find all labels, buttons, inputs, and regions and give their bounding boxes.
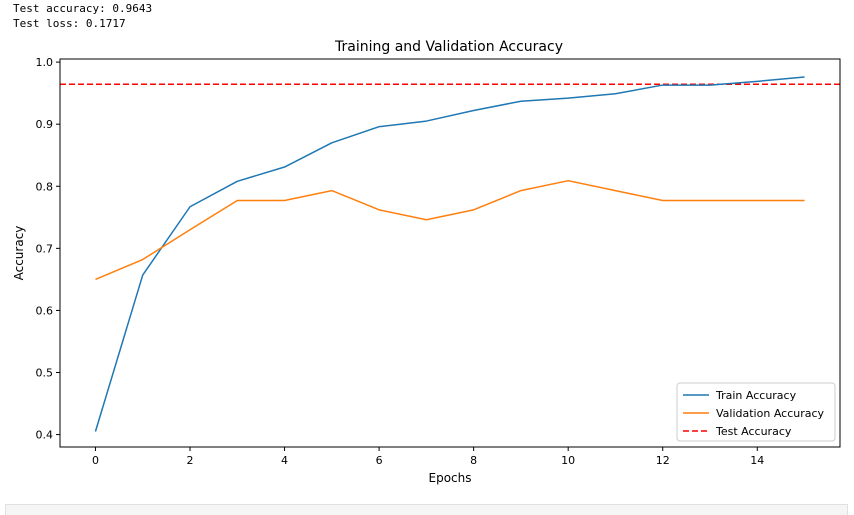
y-tick-label: 0.9 [36, 118, 54, 131]
console-line: Test loss: 0.1717 [13, 17, 126, 30]
legend: Train Accuracy Validation Accuracy Test Ac… [676, 382, 836, 442]
validation-accuracy-line [95, 179, 805, 281]
legend-label: Test Accuracy [715, 425, 792, 438]
x-tick-label: 4 [281, 454, 288, 467]
plot-area [60, 76, 840, 432]
plot-frame [59, 58, 841, 448]
x-tick-label: 0 [92, 454, 99, 467]
next-cell-placeholder [5, 504, 848, 515]
legend-box [676, 382, 836, 442]
x-tick-label: 14 [750, 454, 764, 467]
y-tick-label: 0.4 [36, 429, 54, 442]
x-tick-label: 12 [656, 454, 670, 467]
legend-label: Validation Accuracy [716, 407, 825, 420]
accuracy-chart: Training and Validation Accuracy 0 2 4 6 8 10… [12, 39, 841, 485]
y-tick-label: 1.0 [36, 56, 54, 69]
y-tick-label: 0.8 [36, 180, 54, 193]
chart-title: Training and Validation Accuracy [334, 39, 563, 55]
axis-ticks: 0 2 4 6 8 10 12 14 0.4 0.5 0.6 0.7 0.8 0.9 1.0 [36, 56, 765, 467]
legend-label: Train Accuracy [715, 389, 797, 402]
x-tick-label: 2 [187, 454, 194, 467]
train-accuracy-line [94, 76, 805, 432]
y-tick-label: 0.5 [36, 367, 54, 380]
y-tick-label: 0.6 [36, 304, 54, 317]
x-tick-label: 8 [470, 454, 477, 467]
x-tick-label: 6 [376, 454, 383, 467]
y-axis-label: Accuracy [12, 226, 26, 281]
console-output: Test accuracy: 0.9643 Test loss: 0.1717 [13, 1, 152, 31]
console-line: Test accuracy: 0.9643 [13, 2, 153, 15]
y-tick-label: 0.7 [36, 242, 54, 255]
x-tick-label: 10 [561, 454, 575, 467]
x-axis-label: Epochs [429, 471, 472, 485]
